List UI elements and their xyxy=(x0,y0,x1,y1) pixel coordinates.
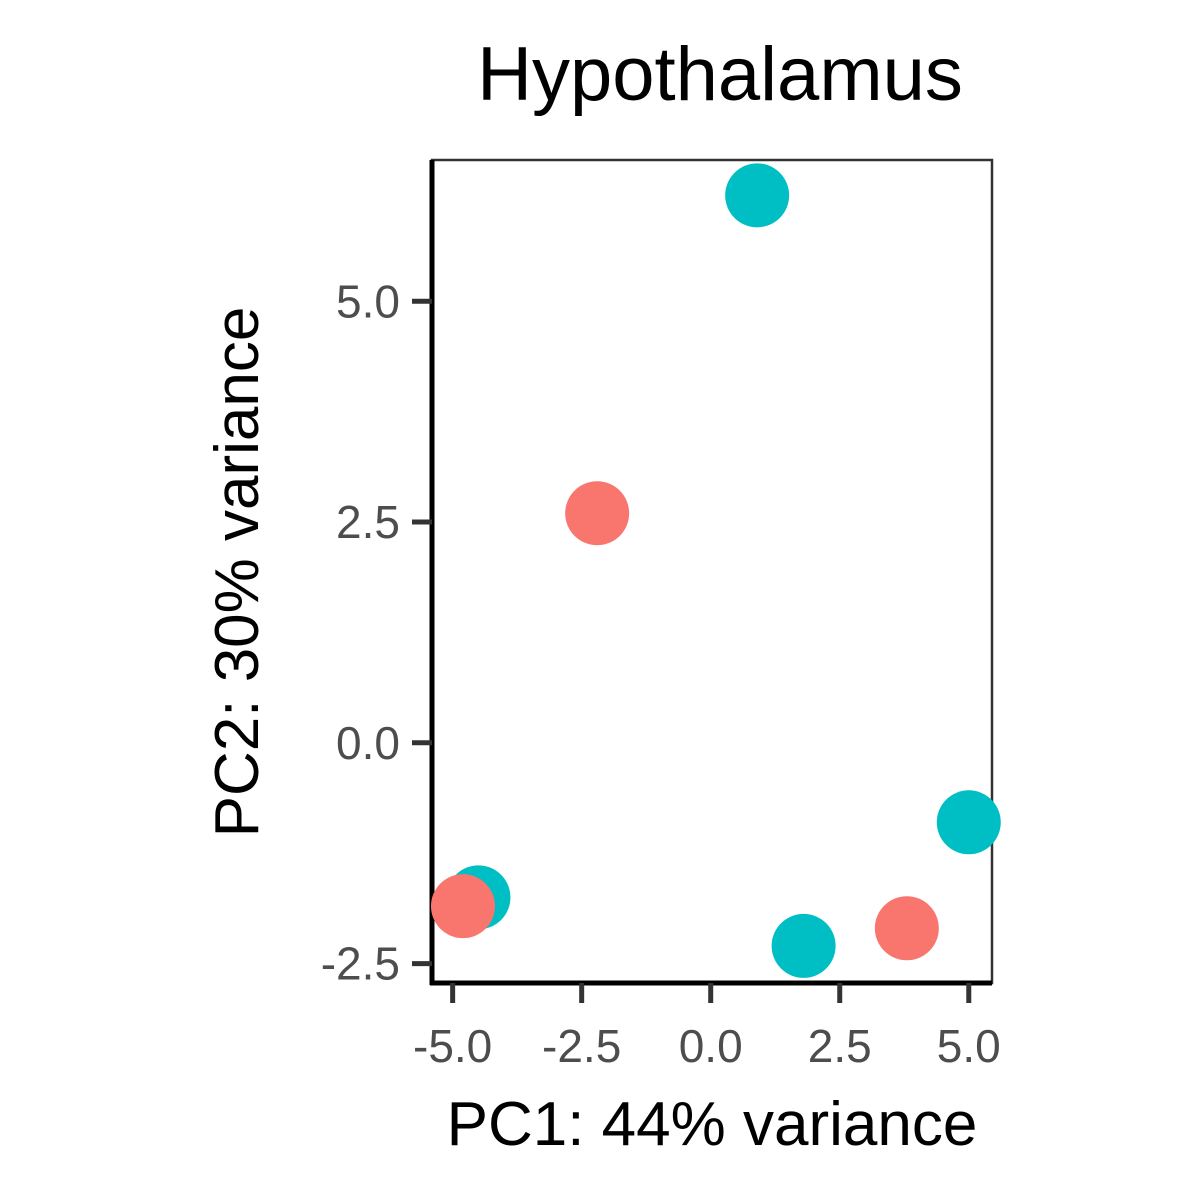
y-axis-ticks: -2.5 0.0 2.5 5.0 xyxy=(321,275,432,990)
x-axis-label: PC1: 44% variance xyxy=(447,1090,978,1159)
y-tick-label: 2.5 xyxy=(336,496,400,548)
plot-panel xyxy=(430,158,994,985)
x-tick-label: 0.0 xyxy=(679,1020,743,1072)
x-tick-label: -2.5 xyxy=(542,1020,621,1072)
data-point xyxy=(771,913,836,978)
y-tick-label: -2.5 xyxy=(321,938,400,990)
data-point xyxy=(430,874,495,939)
data-point xyxy=(936,790,1001,855)
x-axis-ticks: -5.0 -2.5 0.0 2.5 5.0 xyxy=(413,983,1001,1072)
data-points xyxy=(430,163,1001,978)
y-tick-label: 0.0 xyxy=(336,717,400,769)
x-tick-label: -5.0 xyxy=(413,1020,492,1072)
x-tick-label: 5.0 xyxy=(937,1020,1001,1072)
chart-title: Hypothalamus xyxy=(477,32,963,117)
data-point xyxy=(565,481,630,546)
y-axis-label: PC2: 30% variance xyxy=(203,307,272,838)
data-point xyxy=(725,163,790,228)
data-point xyxy=(874,896,939,961)
x-tick-label: 2.5 xyxy=(808,1020,872,1072)
y-tick-label: 5.0 xyxy=(336,275,400,327)
